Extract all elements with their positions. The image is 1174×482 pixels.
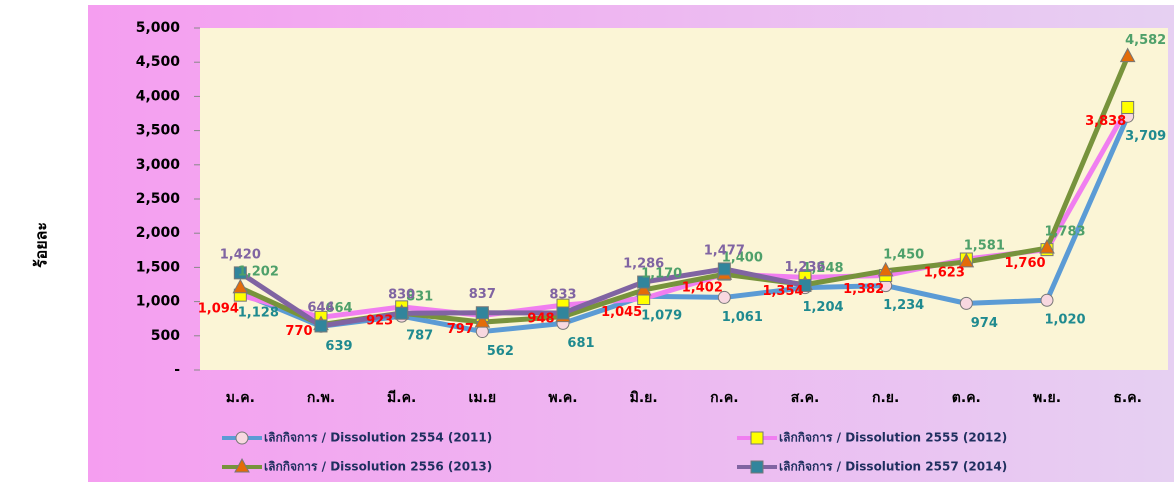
data-label: 831 bbox=[406, 290, 433, 305]
data-label: 1,236 bbox=[784, 260, 825, 275]
x-tick-label: ก.ค. bbox=[710, 390, 738, 406]
data-point bbox=[474, 313, 491, 328]
data-label: 830 bbox=[388, 288, 415, 303]
data-label: 1,420 bbox=[220, 247, 261, 262]
legend-label: เลิกกิจการ / Dissolution 2554 (2011) bbox=[264, 431, 492, 445]
data-label: 1,234 bbox=[883, 298, 924, 313]
data-label: 4,582 bbox=[1125, 33, 1166, 48]
legend-label: เลิกกิจการ / Dissolution 2557 (2014) bbox=[779, 460, 1007, 474]
data-label: 644 bbox=[307, 300, 334, 315]
y-tick-label: 3,500 bbox=[136, 123, 181, 139]
data-point bbox=[637, 275, 651, 289]
data-label: 3,709 bbox=[1125, 129, 1166, 144]
data-point bbox=[1121, 100, 1135, 114]
data-point bbox=[798, 278, 812, 292]
x-tick-label: พ.ค. bbox=[548, 390, 577, 406]
data-point bbox=[556, 306, 570, 320]
x-tick-label: ธ.ค. bbox=[1113, 390, 1142, 406]
legend-marker bbox=[750, 431, 764, 445]
y-tick-label: 500 bbox=[151, 328, 180, 344]
data-label: 833 bbox=[549, 288, 576, 303]
x-tick-label: มิ.ย. bbox=[630, 390, 658, 406]
y-tick-label: 1,500 bbox=[136, 259, 181, 275]
data-label: 1,045 bbox=[601, 305, 642, 320]
data-label: 664 bbox=[325, 301, 352, 316]
data-label: 1,354 bbox=[762, 284, 803, 299]
data-label: 1,760 bbox=[1004, 256, 1045, 271]
data-point bbox=[1039, 238, 1055, 254]
y-tick-label: 2,000 bbox=[136, 225, 181, 241]
data-point bbox=[959, 296, 973, 310]
data-label: 1,477 bbox=[704, 243, 745, 258]
data-label: 1,402 bbox=[682, 281, 723, 296]
y-tick-label: 5,000 bbox=[136, 20, 181, 36]
x-tick-label: ก.ย. bbox=[872, 390, 899, 406]
series-line bbox=[238, 266, 806, 329]
data-point bbox=[877, 261, 894, 277]
data-point bbox=[475, 306, 489, 320]
x-tick-label: เม.ย bbox=[469, 390, 497, 406]
data-label: 797 bbox=[447, 322, 474, 337]
data-label: 1,128 bbox=[238, 305, 279, 320]
data-label: 1,204 bbox=[802, 300, 843, 315]
data-label: 1,581 bbox=[964, 238, 1005, 253]
data-point bbox=[395, 306, 409, 320]
data-point bbox=[233, 266, 247, 280]
data-label: 1,202 bbox=[238, 264, 279, 279]
data-point bbox=[717, 290, 731, 304]
data-label: 3,838 bbox=[1085, 114, 1126, 129]
data-label: 1,450 bbox=[883, 247, 924, 262]
y-tick-label: 1,000 bbox=[136, 294, 181, 310]
data-label: 1,170 bbox=[641, 266, 682, 281]
data-label: 1,382 bbox=[843, 282, 884, 297]
data-label: 923 bbox=[366, 313, 393, 328]
data-point bbox=[1040, 293, 1054, 307]
data-label: 1,400 bbox=[722, 251, 763, 266]
data-label: 948 bbox=[527, 312, 554, 327]
data-label: 770 bbox=[285, 324, 312, 339]
x-tick-label: มี.ค. bbox=[387, 390, 416, 406]
x-tick-label: ส.ค. bbox=[791, 390, 820, 406]
data-point bbox=[958, 252, 975, 268]
data-label: 1,248 bbox=[802, 261, 843, 276]
x-tick-label: ม.ค. bbox=[226, 390, 255, 406]
y-tick-label: 4,500 bbox=[136, 54, 181, 70]
data-label: 1,623 bbox=[924, 265, 965, 280]
data-label: 1,061 bbox=[722, 310, 763, 325]
legend-label: เลิกกิจการ / Dissolution 2556 (2013) bbox=[264, 460, 492, 474]
x-tick-label: พ.ย. bbox=[1033, 390, 1061, 406]
y-tick-label: - bbox=[174, 362, 180, 378]
data-label: 562 bbox=[487, 344, 514, 359]
data-label: 1,286 bbox=[623, 257, 664, 272]
data-label: 681 bbox=[567, 336, 594, 351]
data-point bbox=[232, 278, 249, 294]
y-axis-title: ร้อยละ bbox=[32, 222, 51, 268]
data-label: 837 bbox=[469, 287, 496, 302]
legend-label: เลิกกิจการ / Dissolution 2555 (2012) bbox=[779, 431, 1007, 445]
data-label: 1,079 bbox=[641, 309, 682, 324]
y-tick-label: 3,000 bbox=[136, 157, 181, 173]
legend-marker bbox=[750, 460, 764, 474]
x-tick-label: ก.พ. bbox=[307, 390, 335, 406]
data-point bbox=[314, 319, 328, 333]
data-label: 974 bbox=[971, 316, 998, 331]
data-point bbox=[1119, 47, 1136, 63]
data-label: 1,094 bbox=[198, 302, 239, 317]
data-label: 639 bbox=[325, 339, 352, 354]
data-label: 1,020 bbox=[1044, 313, 1085, 328]
y-tick-label: 2,500 bbox=[136, 191, 181, 207]
y-tick-label: 4,000 bbox=[136, 88, 181, 104]
x-tick-label: ต.ค. bbox=[952, 390, 981, 406]
legend-marker bbox=[234, 457, 250, 473]
data-point bbox=[717, 262, 731, 276]
legend-marker bbox=[235, 431, 249, 445]
data-label: 1,783 bbox=[1044, 225, 1085, 240]
data-label: 787 bbox=[406, 329, 433, 344]
